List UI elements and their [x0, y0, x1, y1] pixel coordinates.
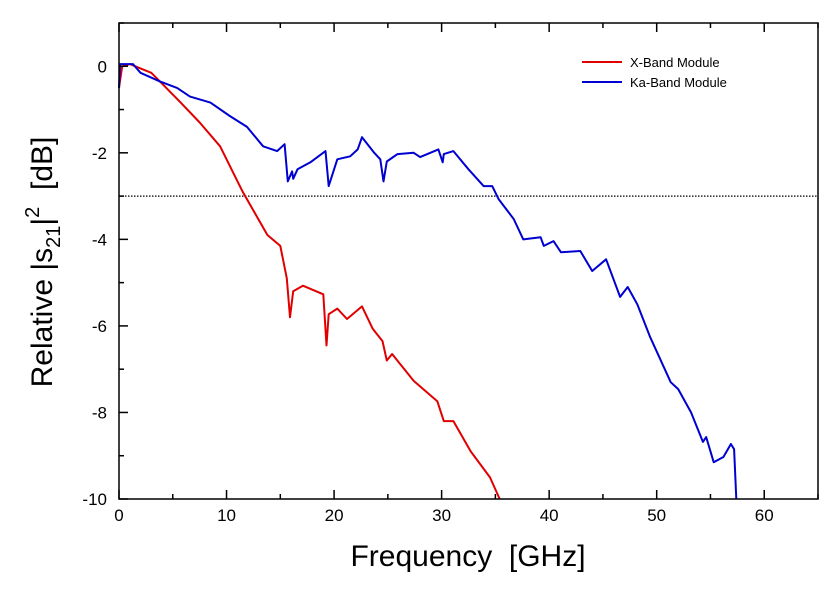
x-axis-label: Frequency [GHz] — [350, 540, 585, 573]
x-tick-label: 50 — [647, 506, 666, 525]
y-tick-label: -6 — [92, 317, 107, 336]
x-tick-label: 40 — [540, 506, 559, 525]
y-tick-label: -8 — [92, 403, 107, 422]
y-tick-label: -10 — [82, 490, 107, 509]
plot-frame — [118, 22, 819, 500]
x-tick-label: 30 — [432, 506, 451, 525]
series-line-0 — [118, 63, 501, 500]
x-tick-label: 10 — [217, 506, 236, 525]
x-tick-label: 20 — [325, 506, 344, 525]
series-line-1 — [118, 63, 738, 500]
legend: X-Band Module Ka-Band Module — [582, 55, 727, 90]
legend-label-1: Ka-Band Module — [630, 75, 727, 90]
legend-label-0: X-Band Module — [630, 55, 720, 70]
y-tick-label: -4 — [92, 230, 107, 249]
x-tick-label: 60 — [755, 506, 774, 525]
y-tick-label: -2 — [92, 144, 107, 163]
x-tick-label: 0 — [114, 506, 123, 525]
y-tick-label: 0 — [98, 57, 107, 76]
y-axis-label: Relative |s21|2 [dB] — [22, 137, 65, 388]
